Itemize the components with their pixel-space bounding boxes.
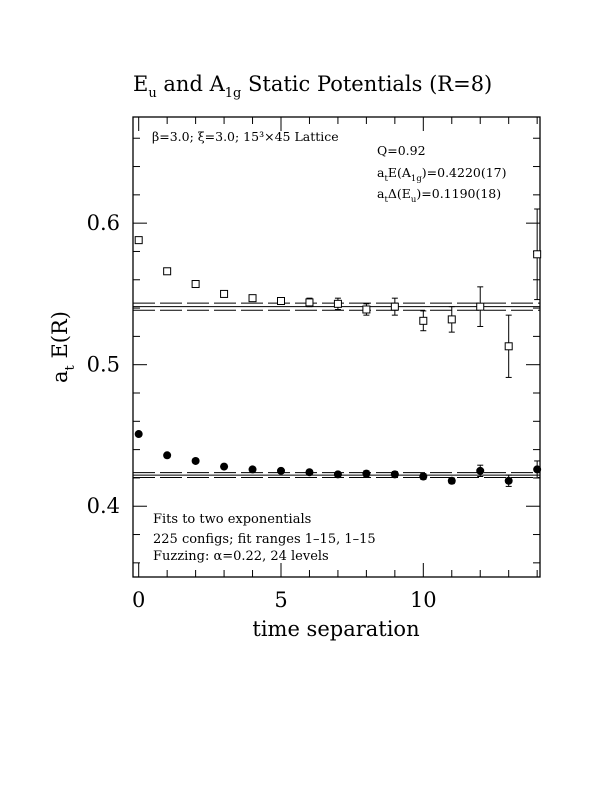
open-square-marker	[163, 267, 172, 276]
y-tick-label: 0.4	[87, 494, 120, 518]
data-point	[220, 289, 229, 298]
data-point	[419, 472, 428, 481]
filled-circle-marker	[191, 456, 200, 465]
filled-circle-marker	[163, 451, 172, 460]
data-point	[533, 208, 542, 301]
chart-title: Eu and A1g Static Potentials (R=8)	[133, 72, 492, 101]
data-point	[476, 286, 485, 327]
data-point	[333, 470, 342, 479]
open-square-marker	[419, 316, 428, 325]
data-point	[362, 303, 371, 316]
data-point	[191, 280, 200, 289]
filled-circle-marker	[476, 466, 485, 475]
open-square-marker	[220, 289, 229, 298]
open-square-marker	[333, 299, 342, 308]
filled-circle-marker	[390, 470, 399, 479]
open-square-marker	[504, 342, 513, 351]
y-tick-label: 0.5	[87, 353, 120, 377]
x-axis-label: time separation	[252, 617, 419, 641]
fuzzing-annotation: Fuzzing: α=0.22, 24 levels	[153, 549, 329, 564]
open-square-marker	[191, 280, 200, 289]
filled-circle-marker	[220, 462, 229, 471]
filled-circle-marker	[447, 476, 456, 485]
open-square-marker	[134, 236, 143, 245]
filled-circle-marker	[305, 468, 314, 477]
data-point	[305, 468, 314, 477]
data-point	[390, 470, 399, 479]
open-square-marker	[390, 302, 399, 311]
filled-circle-marker	[504, 476, 513, 485]
open-square-marker	[533, 250, 542, 259]
data-point	[248, 465, 257, 474]
y-tick-label: 0.6	[87, 211, 120, 235]
open-square-marker	[248, 294, 257, 303]
filled-circle-marker	[362, 469, 371, 478]
filled-circle-marker	[248, 465, 257, 474]
open-square-marker	[476, 302, 485, 311]
data-point	[134, 236, 143, 245]
data-point	[476, 464, 485, 478]
data-point	[362, 469, 371, 478]
x-tick-label: 10	[410, 588, 437, 612]
data-point	[504, 474, 513, 487]
plot-frame	[132, 116, 541, 578]
filled-circle-marker	[419, 472, 428, 481]
x-tick-label: 0	[132, 588, 145, 612]
filled-circle-marker	[277, 466, 285, 475]
data-point	[447, 476, 456, 485]
data-point	[390, 297, 399, 316]
fits-annotation: Fits to two exponentials	[153, 512, 311, 527]
data-point	[504, 314, 513, 378]
data-point	[533, 460, 542, 479]
q-annotation: Q=0.92	[377, 143, 426, 158]
data-point	[305, 297, 314, 308]
x-tick-label: 5	[274, 588, 287, 612]
filled-circle-marker	[533, 465, 542, 474]
data-point	[163, 267, 172, 276]
open-square-marker	[447, 315, 456, 324]
filled-circle-marker	[333, 470, 342, 479]
energy-annotation: atE(A1g)=0.4220(17)	[377, 165, 507, 184]
data-point	[419, 310, 428, 332]
filled-circle-marker	[134, 430, 143, 439]
data-point	[248, 294, 257, 303]
open-square-marker	[362, 305, 371, 314]
open-square-marker	[305, 298, 314, 307]
open-square-marker	[277, 297, 285, 305]
data-point	[220, 462, 229, 471]
data-point	[191, 456, 200, 465]
data-point	[134, 430, 143, 439]
y-axis-label: at E(R)	[48, 311, 78, 383]
lattice-annotation: β=3.0; ξ=3.0; 15³×45 Lattice	[152, 129, 339, 144]
data-point	[277, 466, 285, 475]
data-point	[447, 306, 456, 333]
gap-annotation: atΔ(Eu)=0.1190(18)	[377, 186, 501, 205]
configs-annotation: 225 configs; fit ranges 1–15, 1–15	[153, 532, 376, 547]
data-point	[277, 297, 285, 305]
data-point	[163, 451, 172, 460]
data-point	[333, 297, 342, 310]
